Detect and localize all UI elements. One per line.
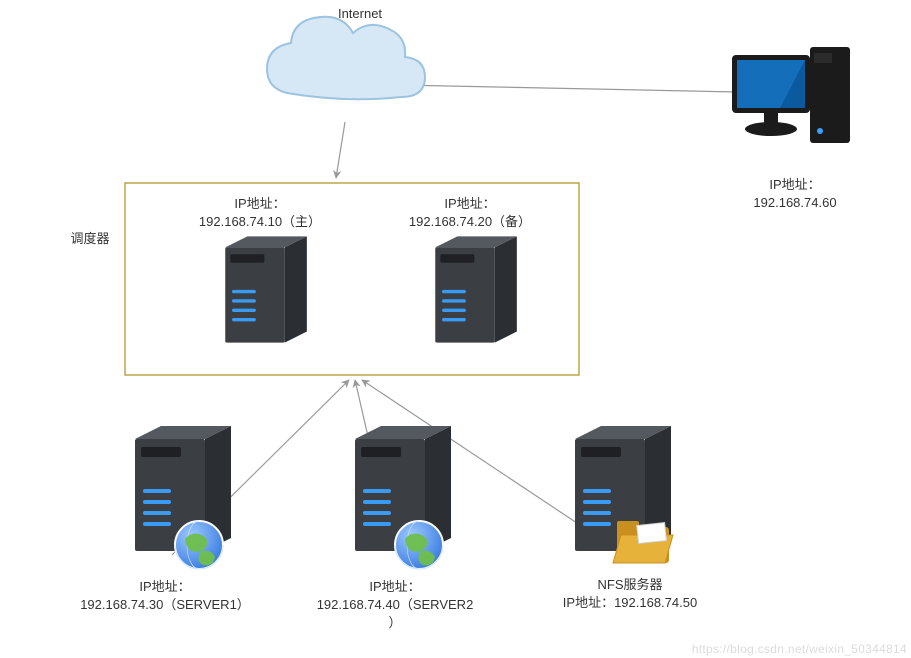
label-primary: IP地址： 192.168.74.10（主） [160,195,360,231]
server-primary [225,236,307,342]
diagram-svg [0,0,911,658]
server-web2 [355,426,451,569]
client-pc-icon [732,47,850,143]
label-nfs: NFS服务器 IP地址：192.168.74.50 [520,576,740,612]
server-web1 [135,426,231,569]
label-server1: IP地址： 192.168.74.30（SERVER1） [55,578,275,614]
label-secondary: IP地址： 192.168.74.20（备） [370,195,570,231]
server-secondary [435,236,517,342]
server-nfs [575,426,673,563]
label-dispatcher: 调度器 [60,230,120,248]
cloud-icon [267,17,425,99]
diagram-stage: { "type": "network", "canvas": { "w": 91… [0,0,911,658]
watermark: https://blog.csdn.net/weixin_50344814 [692,642,907,656]
label-client: IP地址： 192.168.74.60 [700,176,890,212]
label-server2: IP地址： 192.168.74.40（SERVER2 ） [285,578,505,633]
label-internet: Internet [300,5,420,23]
